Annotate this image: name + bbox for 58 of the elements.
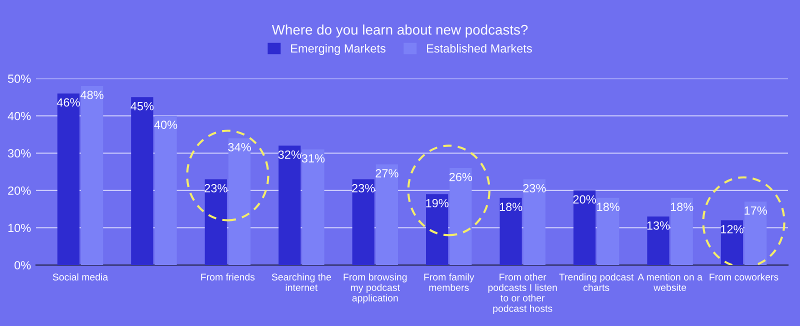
y-tick-label: 40% xyxy=(8,112,31,120)
bar xyxy=(302,149,324,266)
data-label: 34% xyxy=(228,143,251,152)
data-label: 40% xyxy=(154,120,178,129)
data-label: 18% xyxy=(500,202,522,212)
y-tick-label: 50% xyxy=(8,74,31,83)
y-tick-label: 20% xyxy=(8,186,31,195)
bar xyxy=(80,86,104,266)
data-label: 46% xyxy=(56,98,80,107)
chart-title: Where do you learn about new podcasts? xyxy=(272,24,528,38)
bar xyxy=(57,93,80,266)
x-tick-label: From coworkers xyxy=(710,273,778,281)
data-label: 17% xyxy=(744,206,767,215)
y-tick-label: 10% xyxy=(8,224,31,232)
bar xyxy=(352,179,374,266)
x-tick-label: From friends xyxy=(201,273,255,281)
bar xyxy=(744,202,767,266)
x-tick-label: From other podcasts I listen to or other podcast hosts xyxy=(488,273,557,314)
legend-label: Established Markets xyxy=(427,44,532,53)
data-label: 20% xyxy=(573,195,596,204)
data-label: 23% xyxy=(523,184,546,192)
bar xyxy=(131,97,154,266)
data-label: 18% xyxy=(670,202,694,212)
data-label: 45% xyxy=(130,102,154,110)
bar xyxy=(597,198,620,266)
x-tick-label: Trending podcast charts xyxy=(559,273,634,291)
data-label: 31% xyxy=(302,154,325,163)
legend-label: Emerging Markets xyxy=(291,44,386,55)
bar xyxy=(376,164,398,266)
bar xyxy=(573,190,596,266)
data-label: 19% xyxy=(426,198,448,208)
bar xyxy=(228,138,251,266)
bar xyxy=(278,146,301,266)
bar xyxy=(204,179,227,266)
x-tick-label: Social media xyxy=(52,273,108,281)
data-label: 27% xyxy=(376,169,398,178)
data-label: 23% xyxy=(204,184,228,192)
bar xyxy=(500,198,522,266)
data-label: 23% xyxy=(352,184,375,192)
data-label: 13% xyxy=(647,221,670,230)
bar xyxy=(647,216,670,266)
bar xyxy=(720,220,744,266)
data-label: 18% xyxy=(597,202,620,212)
data-label: 12% xyxy=(721,225,744,234)
bar xyxy=(154,116,177,266)
data-label: 48% xyxy=(80,90,104,100)
bar xyxy=(426,194,448,266)
y-tick-label: 0% xyxy=(14,261,31,270)
x-tick-label: From browsing my podcast application xyxy=(344,273,407,304)
data-label: 26% xyxy=(449,172,472,182)
x-tick-label: Searching the internet xyxy=(272,273,331,291)
bar xyxy=(670,198,693,266)
x-tick-label: A mention on a website xyxy=(638,273,702,291)
data-label: 32% xyxy=(278,150,302,159)
x-tick-label: From family members xyxy=(424,273,474,291)
y-tick-label: 30% xyxy=(8,149,31,158)
bar xyxy=(450,168,472,266)
bar xyxy=(523,179,546,266)
